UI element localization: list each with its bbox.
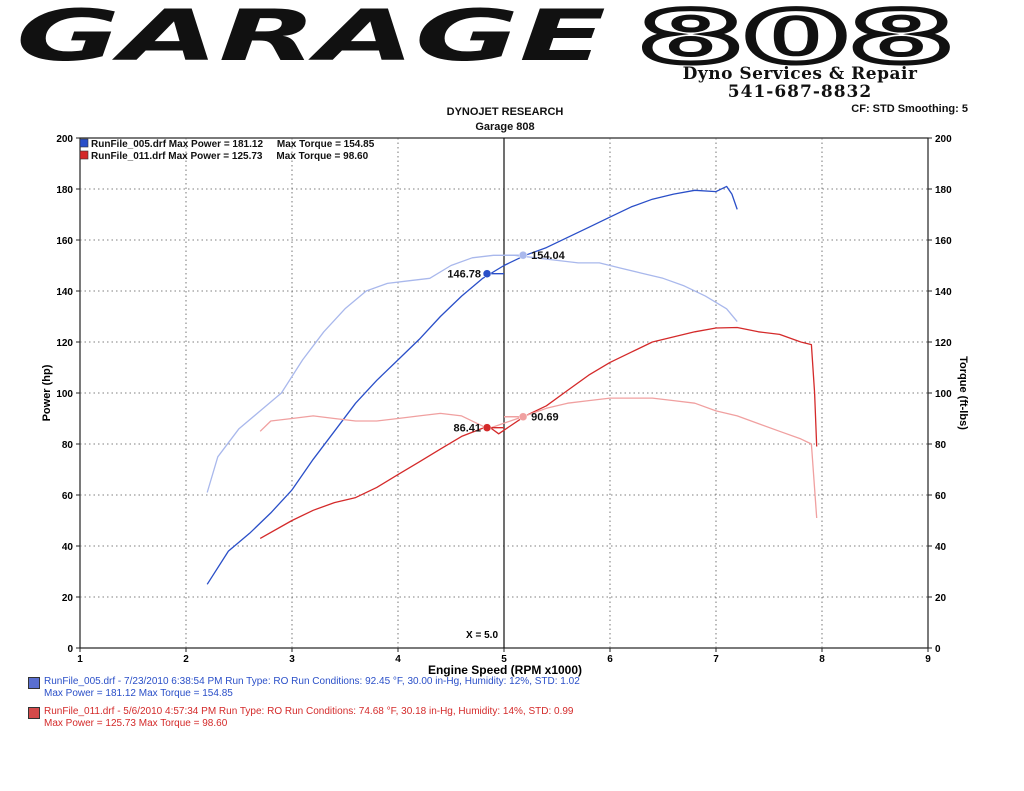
y2-tick-label: 40 bbox=[935, 542, 947, 553]
y-tick-label: 120 bbox=[56, 338, 73, 349]
marker-point bbox=[482, 423, 492, 432]
chart-subtitle: Garage 808 bbox=[475, 121, 535, 133]
series-line-1 bbox=[206, 254, 738, 493]
y-tick-label: 180 bbox=[56, 185, 73, 196]
footer-run005: RunFile_005.drf - 7/23/2010 6:38:54 PM R… bbox=[28, 676, 580, 700]
y2-axis-label: Torque (ft-lbs) bbox=[957, 356, 969, 430]
y2-tick-label: 0 bbox=[935, 644, 941, 655]
series-layer bbox=[206, 185, 818, 585]
y-tick-label: 140 bbox=[56, 287, 73, 298]
legend-entry-run005: RunFile_005.drf Max Power = 181.12 Max T… bbox=[91, 139, 375, 150]
y-tick-label: 20 bbox=[62, 593, 74, 604]
series-line-2 bbox=[259, 326, 818, 539]
y2-tick-label: 120 bbox=[935, 338, 952, 349]
x-tick-label: 1 bbox=[77, 654, 83, 665]
y2-tick-label: 20 bbox=[935, 593, 947, 604]
x-tick-label: 2 bbox=[183, 654, 189, 665]
series-line-0 bbox=[206, 185, 738, 585]
cursor-label: X = 5.0 bbox=[466, 630, 498, 641]
y-tick-label: 100 bbox=[56, 389, 73, 400]
legend-entry-run011: RunFile_011.drf Max Power = 125.73 Max T… bbox=[91, 151, 369, 162]
x-tick-label: 3 bbox=[289, 654, 295, 665]
shop-subtitle: Dyno Services & Repair bbox=[682, 64, 918, 84]
marker-label: 86.41 bbox=[454, 423, 482, 435]
marker-point bbox=[482, 269, 492, 278]
marker-point bbox=[518, 250, 528, 260]
y-axis-label: Power (hp) bbox=[41, 364, 53, 421]
y-tick-label: 0 bbox=[67, 644, 73, 655]
marker-layer: 146.78 154.04 86.41 90.69 bbox=[447, 250, 565, 434]
garage-logo-text: GARAGE bbox=[16, 2, 606, 68]
marker-label: 90.69 bbox=[531, 412, 559, 424]
legend-swatch-run005 bbox=[79, 138, 89, 148]
x-tick-label: 7 bbox=[713, 654, 719, 665]
marker-label: 154.04 bbox=[531, 250, 566, 262]
marker-point bbox=[518, 412, 528, 421]
footer-run011: RunFile_011.drf - 5/6/2010 4:57:34 PM Ru… bbox=[28, 706, 573, 730]
shop-phone: 541-687-8832 bbox=[727, 82, 873, 102]
footer-swatch-run005 bbox=[28, 677, 40, 689]
x-tick-label: 8 bbox=[819, 654, 825, 665]
y-tick-label: 160 bbox=[56, 236, 73, 247]
correction-factor-info: CF: STD Smoothing: 5 bbox=[851, 103, 968, 115]
x-tick-label: 9 bbox=[925, 654, 931, 665]
y2-tick-label: 140 bbox=[935, 287, 952, 298]
footer-run011-line1: RunFile_011.drf - 5/6/2010 4:57:34 PM Ru… bbox=[44, 706, 574, 717]
y-tick-label: 60 bbox=[62, 491, 74, 502]
y-tick-label: 40 bbox=[62, 542, 74, 553]
y2-tick-label: 160 bbox=[935, 236, 952, 247]
x-tick-label: 5 bbox=[501, 654, 507, 665]
y-tick-label: 80 bbox=[62, 440, 74, 451]
y2-tick-label: 200 bbox=[935, 134, 952, 145]
footer-swatch-run011 bbox=[28, 707, 40, 719]
y-tick-label: 200 bbox=[56, 134, 73, 145]
garage-logo: GARAGE bbox=[16, 2, 606, 68]
x-axis-label: Engine Speed (RPM x1000) bbox=[428, 663, 582, 677]
y2-tick-label: 100 bbox=[935, 389, 952, 400]
legend-swatch-run011 bbox=[79, 150, 89, 160]
footer-run005-line2: Max Power = 181.12 Max Torque = 154.85 bbox=[44, 688, 233, 699]
y2-tick-label: 180 bbox=[935, 185, 952, 196]
y2-tick-label: 60 bbox=[935, 491, 947, 502]
chart-title: DYNOJET RESEARCH bbox=[446, 106, 564, 118]
y2-tick-label: 80 bbox=[935, 440, 947, 451]
footer-run005-line1: RunFile_005.drf - 7/23/2010 6:38:54 PM R… bbox=[44, 676, 580, 687]
x-tick-label: 6 bbox=[607, 654, 613, 665]
footer-run011-line2: Max Power = 125.73 Max Torque = 98.60 bbox=[44, 718, 228, 729]
garage-808-logo: 808 bbox=[636, 2, 957, 70]
logo-808-text: 808 bbox=[638, 2, 954, 70]
marker-label: 146.78 bbox=[447, 269, 481, 281]
x-tick-label: 4 bbox=[395, 654, 401, 665]
series-line-3 bbox=[259, 397, 818, 519]
